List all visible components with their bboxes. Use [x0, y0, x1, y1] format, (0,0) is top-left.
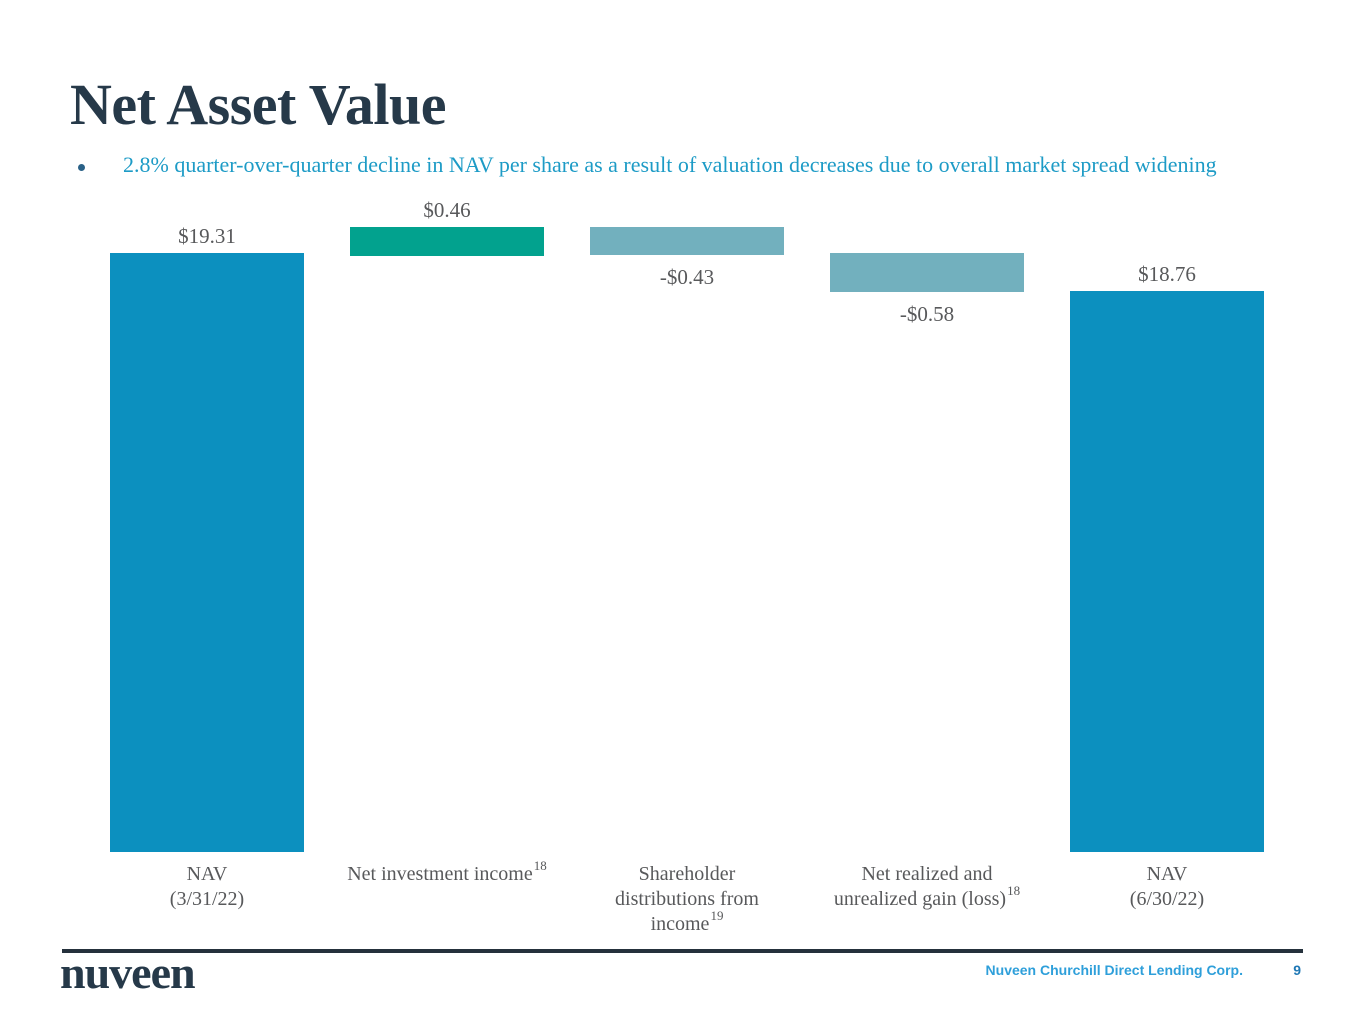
footer-company-name: Nuveen Churchill Direct Lending Corp. [985, 962, 1243, 978]
footnote-reference: 18 [533, 858, 547, 874]
category-line: Net investment income18 [347, 858, 547, 885]
category-line: distributions from [615, 888, 759, 910]
bar-nav-end-category-label: NAV (6/30/22) [1045, 862, 1289, 912]
bullet-text: 2.8% quarter-over-quarter decline in NAV… [123, 152, 1217, 177]
bar-shareholder-distributions-category-label: Shareholder distributions from income19 [565, 862, 809, 937]
category-line: Net realized and [861, 863, 993, 885]
bullet-dot-icon [78, 164, 85, 171]
bar-nav-start-value-label: $19.31 [178, 224, 236, 248]
category-line: Shareholder [638, 863, 736, 885]
footer-divider [62, 949, 1303, 953]
footnote-reference: 18 [1007, 883, 1021, 899]
bar-nav-start [110, 253, 304, 852]
category-line: (3/31/22) [169, 888, 245, 910]
category-line: income19 [650, 908, 724, 935]
category-line: unrealized gain (loss)18 [833, 883, 1021, 910]
bar-net-realized-unrealized [830, 253, 1024, 292]
category-line: NAV [186, 863, 228, 885]
category-line: NAV [1146, 863, 1188, 885]
footnote-reference: 19 [710, 908, 724, 924]
footer-page-number: 9 [1293, 962, 1301, 978]
bar-net-realized-unrealized-value-label: -$0.58 [899, 302, 955, 326]
bar-nav-end-value-label: $18.76 [1138, 262, 1196, 286]
bar-nav-end [1070, 291, 1264, 852]
category-line: (6/30/22) [1129, 888, 1205, 910]
bar-shareholder-distributions-value-label: -$0.43 [659, 265, 715, 289]
bar-nav-start-category-label: NAV (3/31/22) [85, 862, 329, 912]
bar-net-investment-income-category-label: Net investment income18 [325, 858, 569, 887]
page-title: Net Asset Value [70, 72, 446, 137]
bar-net-investment-income [350, 227, 544, 256]
nuveen-logo: nuveen [60, 947, 196, 998]
bar-net-realized-unrealized-category-label: Net realized and unrealized gain (loss)18 [805, 862, 1049, 912]
bar-net-investment-income-value-label: $0.46 [423, 198, 471, 222]
bar-shareholder-distributions [590, 227, 784, 255]
